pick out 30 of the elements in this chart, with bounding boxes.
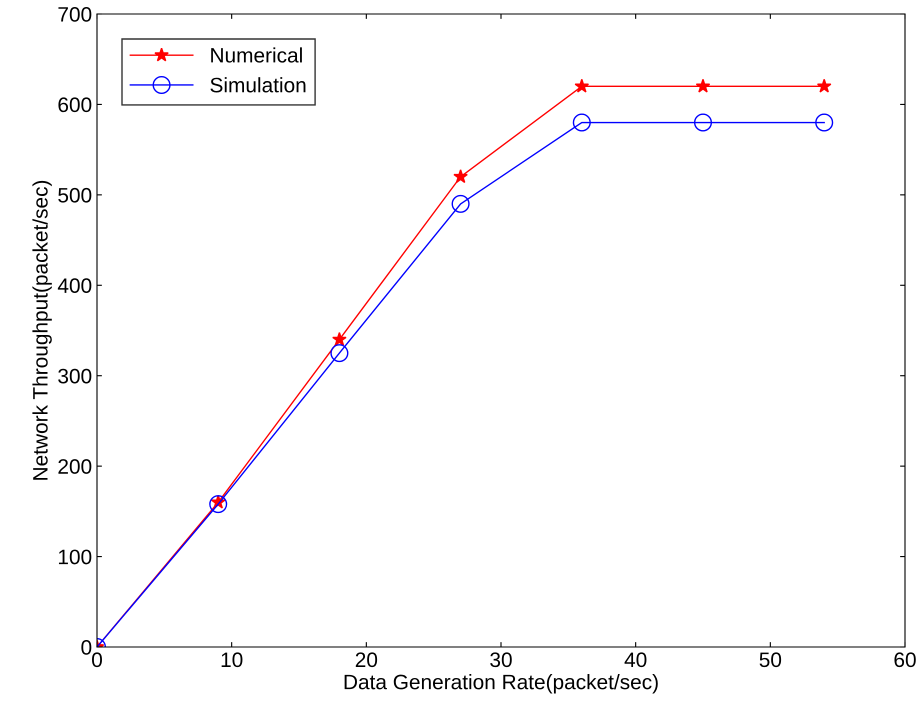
point xyxy=(815,113,834,132)
y-tick-label: 500 xyxy=(58,188,92,203)
point xyxy=(332,332,347,346)
y-tick-label: 600 xyxy=(58,97,92,112)
x-tick-label: 0 xyxy=(92,652,102,668)
point xyxy=(330,344,348,362)
point xyxy=(572,113,591,132)
point xyxy=(453,169,468,184)
x-tick-label: 60 xyxy=(894,652,916,668)
x-tick-label: 10 xyxy=(222,652,242,668)
x-tick-label: 50 xyxy=(760,652,782,668)
x-axis-title: Data Generation Rate(packet/sec) xyxy=(344,674,658,694)
point xyxy=(694,113,712,132)
legend-label: Numerical xyxy=(211,47,302,63)
y-tick-label: 0 xyxy=(81,640,92,655)
x-tick-label: 40 xyxy=(624,652,646,668)
x-tick-label: 20 xyxy=(356,652,378,668)
x-tick-label: 30 xyxy=(490,652,512,668)
y-tick-label: 300 xyxy=(58,368,92,384)
legend-label: Simulation xyxy=(210,77,306,92)
y-tick-label: 700 xyxy=(58,7,92,22)
y-axis-title: Network Throughput(packet/sec) xyxy=(32,180,52,480)
point xyxy=(696,78,710,93)
y-tick-label: 200 xyxy=(58,459,92,474)
y-tick-label: 100 xyxy=(58,550,92,564)
point xyxy=(574,78,590,93)
point xyxy=(816,78,832,93)
point xyxy=(452,194,470,213)
y-tick-label: 400 xyxy=(58,278,92,294)
point xyxy=(209,495,228,514)
